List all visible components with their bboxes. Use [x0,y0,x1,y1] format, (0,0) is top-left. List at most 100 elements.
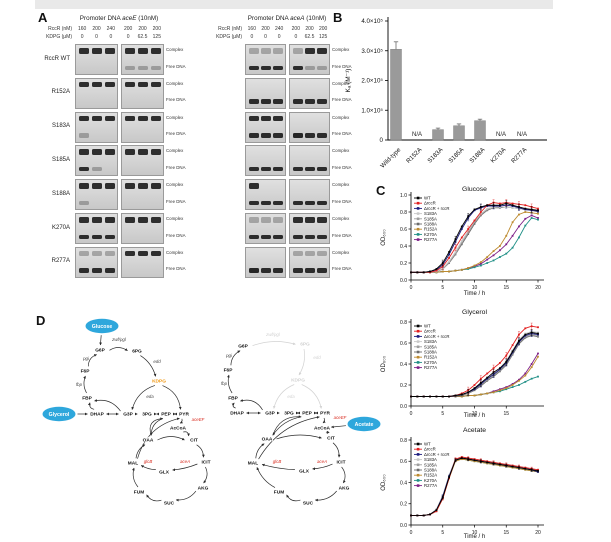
gel-lane [260,248,271,277]
series-marker [499,249,501,252]
gel-header-value: 0 [250,34,254,40]
complex-band-label: Complex [332,47,350,52]
series-marker [448,251,450,253]
series-marker [537,468,539,471]
gel-lane [104,214,116,243]
series-marker [460,456,463,458]
legend-label: S185A [424,462,437,467]
free-dna-band [150,65,162,70]
series-marker [511,221,514,224]
gel-block [75,213,118,244]
x-category-label: Wild-type [379,146,403,170]
gel-title-part: (10nM) [136,15,159,22]
legend-label: S183A [424,457,437,462]
dna-complex-band [150,250,162,257]
series-marker [518,213,520,216]
dna-complex-band [91,115,103,122]
series-marker [460,457,463,459]
series-marker [473,394,476,397]
free-dna-band [273,133,284,138]
gel-block [75,77,118,109]
x-tick-label: 10 [472,530,478,536]
gel-header-value: 0 [277,34,281,40]
series-marker [486,207,489,210]
series-marker [537,335,539,338]
series-marker [422,395,425,398]
gel-lane [124,248,136,277]
series-marker [492,371,495,374]
substrate-label-Glucose: Glucose [92,324,113,330]
gel-lane [292,180,303,209]
gel-lane [137,113,149,142]
pathway-edge-kdpg-pyr [162,385,182,410]
series-marker [505,354,508,357]
series-marker [511,465,514,468]
gel-block [121,145,164,177]
series-marker [524,207,527,210]
series-marker [492,259,495,262]
pathway-edge-g6p-pg6 [109,347,128,351]
series-marker [486,262,489,264]
series-marker [479,206,482,208]
series-marker [518,333,520,336]
metabolite-label-PYR: PYR [179,412,189,418]
free-dna-band [317,234,328,239]
y-tick-label: 1.0×10⁵ [361,107,383,114]
legend-marker [416,453,420,456]
enzyme-label-fbp: fbp [76,382,83,387]
gel-lane [91,180,103,209]
gel-block [121,44,164,75]
dna-complex-band [150,48,162,54]
metabolite-label-GLX: GLX [299,469,310,475]
free-dna-band [304,133,315,138]
series-marker [454,269,457,272]
series-marker [416,395,419,398]
series-marker [492,254,495,257]
x-tick-label: 15 [503,285,509,291]
pathway-edge-g3p-fbp [94,399,121,412]
free-dna-band [292,99,303,104]
gel-block [75,179,118,211]
enzyme-label-glcB: glcB [273,459,282,464]
free-dna-band-label: Free DNA [166,131,186,137]
x-category-label: S183A [426,146,445,165]
series-marker [530,377,533,380]
pathway-edge-oaa-cit [276,434,322,440]
gel-lane [304,248,315,277]
pathway-edge-mal-pyr [258,415,320,460]
series-marker [524,334,527,337]
gel-header-value: 200 [138,25,147,32]
metabolite-label-CIT: CIT [327,436,335,442]
complex-band-label: Complex [332,182,350,188]
gel-lane [150,214,162,243]
free-dna-band [248,99,259,104]
gel-row-label: S185A [51,156,70,163]
legend-label: ΔrccR + rccR [424,452,449,457]
series-marker [524,374,527,377]
series-marker [473,264,476,267]
gel-header-value: 0 [126,34,130,40]
series-marker [473,208,476,211]
legend-marker [416,361,420,364]
dna-complex-band [91,81,103,88]
y-axis-label: OD₆₀₀ [381,355,387,372]
legend-label: ΔrccR [424,329,436,334]
y-tick-label: 0.6 [400,227,407,233]
gel-block [75,111,118,143]
gel-lane [104,180,116,209]
series-marker [460,395,463,398]
free-dna-band [91,166,103,172]
legend-label: K270A [424,232,437,237]
metabolite-label-PEP: PEP [302,411,312,417]
x-axis-label: Time / h [464,291,485,297]
series-marker [460,240,463,242]
dna-complex-band [91,250,103,257]
series-marker [537,326,539,329]
pathway-edge-dhap-fbp [231,402,236,409]
series-marker [499,388,501,391]
gel-block [75,145,118,177]
x-tick-label: 20 [535,285,541,291]
pathway-edge-suc-fum [286,494,301,502]
pathway-edge-cit-icit [332,442,341,458]
